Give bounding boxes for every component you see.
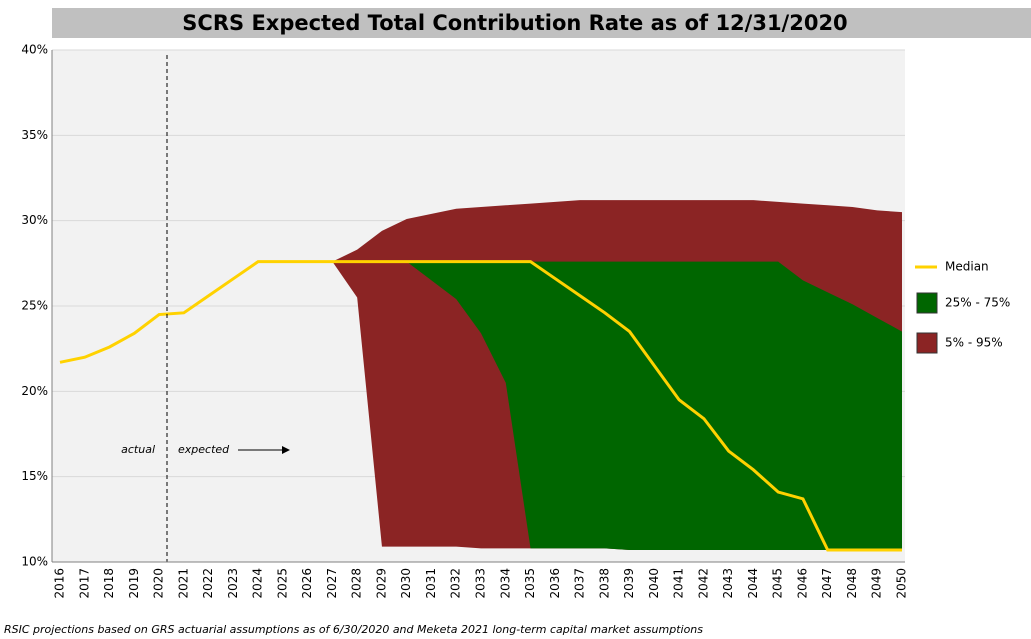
- x-tick-label: 2042: [696, 568, 710, 599]
- x-tick-label: 2017: [77, 568, 91, 599]
- x-tick-label: 2026: [300, 568, 314, 599]
- x-tick-label: 2033: [474, 568, 488, 599]
- x-tick-label: 2029: [374, 568, 388, 599]
- x-tick-label: 2036: [548, 568, 562, 599]
- annotation: actual: [121, 443, 155, 456]
- x-tick-label: 2027: [325, 568, 339, 599]
- x-tick-label: 2041: [672, 568, 686, 599]
- x-tick-label: 2016: [53, 568, 67, 599]
- x-tick-label: 2028: [350, 568, 364, 599]
- x-tick-label: 2050: [895, 568, 909, 599]
- x-tick-label: 2049: [870, 568, 884, 599]
- x-tick-label: 2035: [523, 568, 537, 599]
- x-tick-label: 2046: [795, 568, 809, 599]
- y-tick-label: 10%: [21, 555, 48, 569]
- x-tick-label: 2044: [746, 568, 760, 599]
- y-tick-label: 40%: [21, 43, 48, 57]
- arrow-head: [282, 446, 290, 454]
- legend-swatch: [916, 292, 938, 314]
- legend-label: 5% - 95%: [945, 336, 1003, 350]
- x-tick-label: 2023: [226, 568, 240, 599]
- x-tick-label: 2047: [820, 568, 834, 599]
- x-tick-label: 2018: [102, 568, 116, 599]
- chart-title: SCRS Expected Total Contribution Rate as…: [182, 11, 847, 35]
- x-tick-label: 2022: [201, 568, 215, 599]
- y-tick-label: 30%: [21, 213, 48, 227]
- x-tick-label: 2043: [721, 568, 735, 599]
- median-line: [59, 260, 902, 552]
- footnote: RSIC projections based on GRS actuarial …: [4, 623, 703, 636]
- legend-label: 25% - 75%: [945, 296, 1010, 310]
- x-tick-label: 2039: [622, 568, 636, 599]
- y-tick-label: 35%: [21, 128, 48, 142]
- band-area: [406, 261, 902, 551]
- x-tick-label: 2020: [152, 568, 166, 599]
- x-tick-label: 2048: [845, 568, 859, 599]
- x-tick-label: 2045: [771, 568, 785, 599]
- x-tick-label: 2032: [449, 568, 463, 599]
- x-tick-label: 2031: [424, 568, 438, 599]
- x-tick-label: 2037: [573, 568, 587, 599]
- legend-label: Median: [945, 260, 989, 274]
- x-tick-label: 2034: [498, 568, 512, 599]
- legend-swatch: [916, 332, 938, 354]
- x-tick-label: 2025: [275, 568, 289, 599]
- x-tick-label: 2038: [597, 568, 611, 599]
- x-tick-label: 2030: [399, 568, 413, 599]
- x-tick-label: 2021: [176, 568, 190, 599]
- x-tick-label: 2019: [127, 568, 141, 599]
- y-tick-label: 25%: [21, 299, 48, 313]
- x-tick-label: 2040: [647, 568, 661, 599]
- x-tick-label: 2024: [251, 568, 265, 599]
- title-bar: [52, 8, 1031, 38]
- annotation: expected: [178, 443, 230, 456]
- y-tick-label: 15%: [21, 469, 48, 483]
- y-tick-label: 20%: [21, 384, 48, 398]
